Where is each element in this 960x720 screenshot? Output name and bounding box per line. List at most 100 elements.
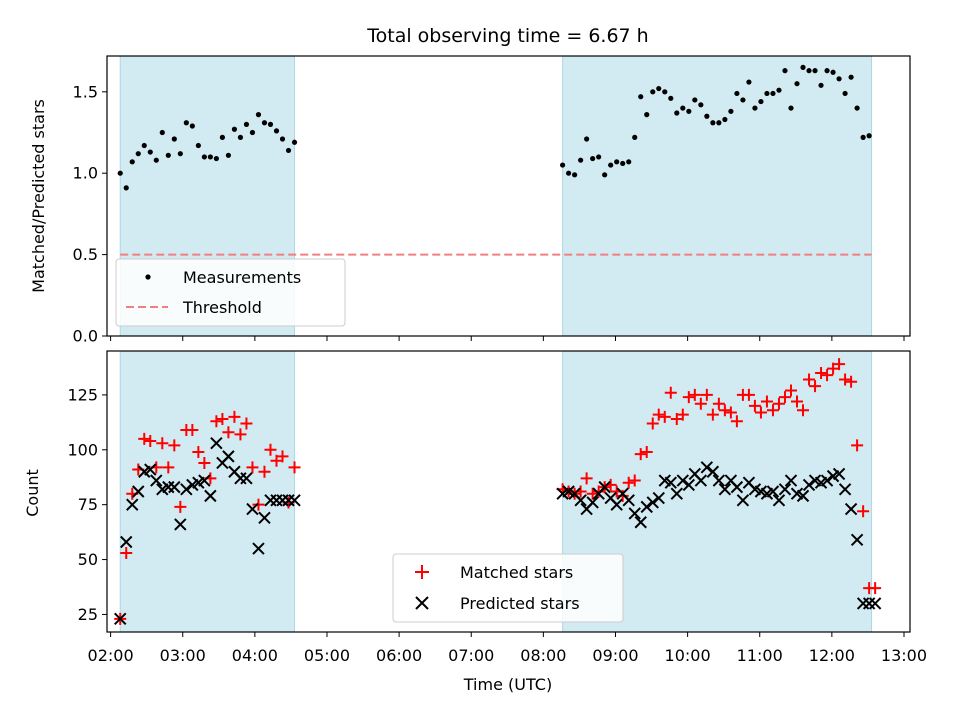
measurement-point xyxy=(189,123,195,129)
matched-star-point xyxy=(270,454,283,467)
measurement-point xyxy=(752,105,758,111)
measurement-point xyxy=(692,97,698,103)
measurement-point xyxy=(578,157,584,163)
predicted-star-point xyxy=(676,474,690,487)
measurement-point xyxy=(812,68,818,74)
measurement-point xyxy=(770,90,776,97)
matched-star-point xyxy=(694,397,707,410)
predicted-star-point xyxy=(766,485,780,498)
y-tick-label: 75 xyxy=(78,495,98,514)
measurement-point xyxy=(824,68,830,74)
matched-star-point xyxy=(144,435,157,448)
measurement-point xyxy=(129,159,135,165)
x-axis-ticks xyxy=(110,336,905,341)
matched-star-point xyxy=(809,380,822,393)
predicted-star-point xyxy=(820,474,834,487)
predicted-star-point xyxy=(796,489,810,503)
measurement-point xyxy=(662,89,668,95)
measurement-point xyxy=(710,120,716,126)
legend-marker-predicted xyxy=(415,596,429,610)
predicted-star-point xyxy=(288,494,301,507)
predicted-star-point xyxy=(622,494,635,507)
measurement-point xyxy=(279,136,286,142)
matched-star-point xyxy=(174,500,187,513)
y-axis-label: Matched/Predicted stars xyxy=(29,99,48,293)
matched-star-point xyxy=(803,373,816,386)
matched-star-point xyxy=(120,546,133,559)
measurement-point xyxy=(722,116,728,123)
chart-title: Total observing time = 6.67 h xyxy=(366,25,648,47)
matched-stars-points xyxy=(114,358,882,625)
measurement-point xyxy=(698,102,704,108)
predicted-star-point xyxy=(844,502,858,516)
predicted-star-point xyxy=(252,542,265,555)
x-tick-label: 10:00 xyxy=(665,646,711,665)
y-axis-label: Count xyxy=(23,469,42,517)
x-tick-label: 12:00 xyxy=(809,646,855,665)
matched-star-point xyxy=(664,386,677,399)
predicted-star-point xyxy=(682,478,696,492)
measurement-point xyxy=(261,120,268,126)
measurement-point xyxy=(848,74,854,80)
x-tick-label: 05:00 xyxy=(304,646,350,665)
matched-star-point xyxy=(652,408,665,421)
measurement-point xyxy=(566,170,572,176)
measurement-point xyxy=(117,170,123,176)
legend: Matched stars Predicted stars xyxy=(392,553,624,623)
measurement-points xyxy=(117,64,872,191)
matched-star-point xyxy=(234,428,247,441)
measurement-point xyxy=(602,172,608,178)
x-tick-label: 13:00 xyxy=(881,646,927,665)
measurement-point xyxy=(584,136,590,142)
measurement-point xyxy=(836,76,842,82)
measurement-point xyxy=(686,108,692,114)
matched-star-point xyxy=(622,476,635,489)
matched-star-point xyxy=(210,415,223,428)
measurement-point xyxy=(674,110,680,116)
predicted-star-point xyxy=(210,436,223,450)
measurement-point xyxy=(764,90,770,97)
matched-star-point xyxy=(772,397,785,410)
predicted-star-point xyxy=(634,516,647,529)
x-tick-label: 04:00 xyxy=(232,646,278,665)
matched-star-point xyxy=(815,366,828,379)
predicted-star-point xyxy=(802,478,816,492)
matched-star-point xyxy=(706,408,719,421)
matched-star-point xyxy=(857,505,870,518)
legend-marker-matched xyxy=(415,565,429,579)
measurement-point xyxy=(716,120,722,126)
predicted-star-point xyxy=(664,476,677,489)
matched-star-point xyxy=(682,391,695,404)
predicted-star-point xyxy=(694,474,708,487)
predicted-star-point xyxy=(246,502,259,516)
legend-box xyxy=(115,258,346,327)
observing-windows xyxy=(119,350,873,633)
measurement-point xyxy=(668,95,674,101)
matched-star-point xyxy=(658,410,671,423)
y-tick-label: 0.5 xyxy=(73,245,98,264)
y-tick-label: 50 xyxy=(78,550,98,569)
measurement-point xyxy=(147,149,153,155)
observing-windows xyxy=(119,55,873,337)
predicted-star-point xyxy=(718,483,732,496)
predicted-star-point xyxy=(652,491,665,505)
matched-star-point xyxy=(216,413,229,426)
measurement-point xyxy=(842,90,848,97)
matched-star-point xyxy=(730,415,743,428)
measurement-point xyxy=(866,133,872,139)
predicted-stars-points xyxy=(114,436,882,626)
predicted-star-point xyxy=(222,450,235,463)
y-axis-ticks: 0.0 0.5 1.0 1.5 xyxy=(73,82,107,346)
x-axis-ticks: 02:00 03:00 04:00 05:00 06:00 07:00 08:00 09:00… xyxy=(88,632,927,665)
predicted-star-point xyxy=(646,496,659,509)
count-panel: 25 50 75 100 125 02:00 03:00 04:00 05:00 06:00 07… xyxy=(23,350,927,694)
measurement-point xyxy=(830,69,836,75)
matched-star-point xyxy=(186,424,199,437)
matched-star-point xyxy=(222,426,235,439)
legend-label-measurements: Measurements xyxy=(183,268,301,287)
matched-star-point xyxy=(138,432,151,445)
measurement-point xyxy=(776,87,782,93)
predicted-star-point xyxy=(240,472,253,485)
matched-star-point xyxy=(688,388,701,401)
